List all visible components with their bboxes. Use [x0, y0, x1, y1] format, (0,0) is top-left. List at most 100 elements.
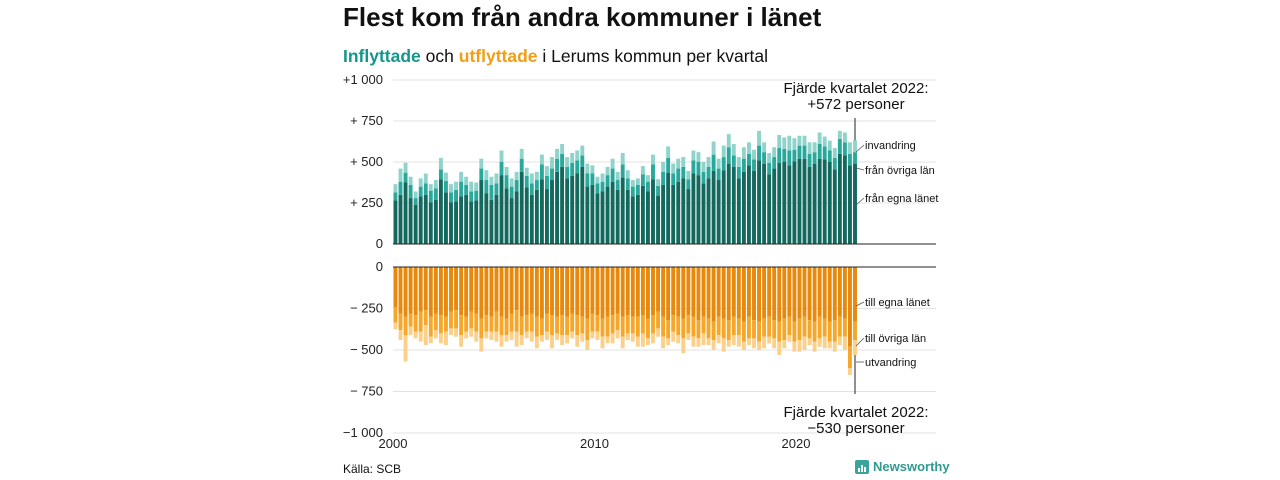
bar-out-segment: [848, 346, 852, 369]
bar-out-segment: [807, 320, 812, 339]
bar-out-segment: [772, 320, 777, 339]
bar-out-segment: [656, 311, 660, 329]
bar-out-segment: [484, 315, 489, 332]
bar-in-segment: [777, 148, 782, 163]
bar-in-segment: [827, 150, 832, 162]
bar-in-segment: [423, 183, 428, 195]
bar-in-segment: [509, 198, 514, 244]
bar-in-segment: [423, 194, 428, 244]
y-tick-top: 0: [376, 236, 383, 251]
bar-out-segment: [398, 313, 403, 331]
brand-name: Newsworthy: [873, 459, 950, 474]
bar-out-segment: [822, 336, 827, 349]
bar-in-segment: [484, 170, 489, 181]
bar-out-segment: [625, 333, 630, 341]
bar-in-segment: [787, 135, 792, 151]
bar-out-segment: [600, 318, 605, 337]
bar-in-segment: [651, 179, 655, 244]
bar-in-segment: [590, 173, 595, 185]
bar-out-segment: [428, 267, 433, 317]
bar-in-segment: [565, 157, 570, 167]
y-tick-bottom: − 250: [350, 301, 383, 316]
bar-out-segment: [595, 267, 600, 316]
bar-out-segment: [651, 333, 655, 344]
y-tick-top: + 500: [350, 154, 383, 169]
bar-out-segment: [585, 318, 590, 341]
bar-in-segment: [545, 175, 549, 190]
segment-leader: [855, 301, 865, 307]
bar-in-segment: [489, 176, 494, 185]
bar-out-segment: [651, 315, 655, 334]
bar-out-segment: [539, 267, 544, 319]
bar-out-segment: [479, 318, 484, 339]
bar-out-segment: [398, 330, 403, 341]
bar-out-segment: [519, 335, 524, 346]
bar-out-segment: [529, 313, 534, 332]
bar-out-segment: [671, 315, 676, 332]
bar-out-segment: [524, 315, 529, 332]
bar-out-segment: [646, 318, 650, 339]
bar-out-segment: [837, 316, 842, 337]
bar-in-segment: [832, 148, 837, 158]
bar-in-segment: [706, 178, 711, 244]
bar-out-segment: [716, 267, 721, 317]
bar-out-segment: [595, 331, 600, 341]
bar-out-segment: [449, 311, 453, 329]
bar-in-segment: [822, 146, 827, 160]
bar-out-segment: [560, 335, 565, 346]
bar-out-segment: [423, 310, 428, 326]
bar-in-segment: [853, 152, 857, 164]
bar-out-segment: [731, 316, 736, 336]
bar-out-segment: [736, 318, 741, 336]
bar-in-segment: [413, 204, 418, 244]
bar-out-segment: [575, 267, 580, 316]
bar-in-segment: [681, 166, 686, 179]
bar-out-segment: [630, 333, 635, 342]
bar-out-segment: [575, 315, 580, 336]
subtitle-outflow-word: utflyttade: [458, 46, 538, 66]
bar-in-segment: [499, 150, 504, 162]
segment-label-own-county-in: från egna länet: [865, 193, 938, 205]
bar-in-segment: [620, 164, 625, 178]
bar-in-segment: [489, 199, 494, 244]
subtitle-inflow-word: Inflyttade: [343, 46, 421, 66]
bar-out-segment: [423, 267, 428, 311]
bar-out-segment: [646, 338, 650, 346]
bar-in-segment: [514, 191, 519, 244]
bar-out-segment: [550, 315, 554, 336]
bar-out-segment: [762, 336, 767, 349]
bar-out-segment: [539, 335, 544, 342]
bar-out-segment: [671, 331, 676, 342]
bar-out-segment: [464, 331, 469, 339]
bar-out-segment: [691, 316, 696, 337]
bar-in-segment: [590, 165, 595, 174]
bar-in-segment: [817, 143, 822, 159]
bar-out-segment: [499, 267, 504, 317]
bar-out-segment: [691, 336, 696, 347]
bar-in-segment: [499, 175, 504, 244]
bar-in-segment: [681, 178, 686, 244]
bar-in-segment: [398, 168, 403, 182]
bar-in-segment: [797, 145, 802, 159]
annotation-top-line2: +572 personer: [807, 96, 904, 113]
bar-in-segment: [822, 159, 827, 244]
bar-out-segment: [519, 267, 524, 317]
bar-out-segment: [585, 340, 590, 350]
y-tick-bottom: −1 000: [343, 425, 383, 440]
bar-in-segment: [393, 192, 398, 201]
bar-in-segment: [752, 171, 756, 244]
newsworthy-logo-icon: [855, 459, 869, 474]
bar-in-segment: [600, 181, 605, 192]
bar-in-segment: [666, 146, 671, 158]
bar-out-segment: [747, 316, 751, 339]
bar-out-segment: [782, 267, 787, 319]
bar-out-segment: [812, 267, 817, 322]
annotation-top-line1: Fjärde kvartalet 2022:: [783, 80, 928, 97]
bar-out-segment: [565, 267, 570, 317]
bar-out-segment: [570, 313, 575, 332]
bar-in-segment: [822, 136, 827, 147]
bar-in-segment: [418, 178, 423, 187]
bar-out-segment: [853, 340, 857, 355]
bar-in-segment: [575, 173, 580, 244]
bar-out-segment: [413, 267, 418, 316]
